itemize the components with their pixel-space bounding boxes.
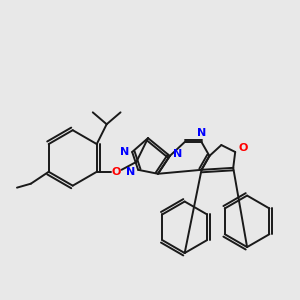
Text: N: N	[120, 147, 129, 157]
Text: O: O	[238, 143, 248, 153]
Text: N: N	[197, 128, 206, 138]
Text: N: N	[173, 149, 182, 159]
Text: N: N	[126, 167, 135, 177]
Text: O: O	[112, 167, 121, 177]
